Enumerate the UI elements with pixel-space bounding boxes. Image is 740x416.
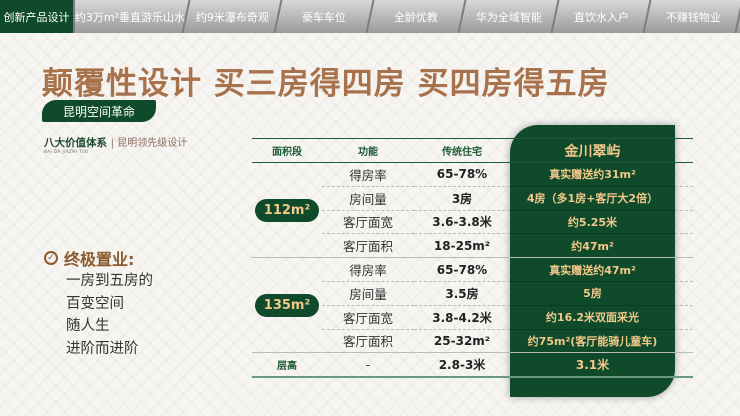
area-badge: 112m² <box>254 198 320 222</box>
traditional-cell: 18-25m² <box>414 233 510 259</box>
value-system: 八大价值体系 | 昆明领先级设计 <box>44 137 188 149</box>
traditional-cell: 25-32m² <box>414 329 510 354</box>
area-badge: 135m² <box>254 293 320 317</box>
headline: 颠覆性设计 买三房得四房 买四房得五房 <box>42 66 610 102</box>
comparison-table: 面积段 功能 传统住宅 金川翠屿 112m² 得房率 65-78% 真实赠送约31m²… <box>252 138 693 378</box>
traditional-cell: 65-78% <box>414 162 510 187</box>
project-cell: 3.1米 <box>510 352 675 378</box>
function-cell: 客厅面积 <box>322 233 414 259</box>
function-cell: 房间量 <box>322 186 414 211</box>
table-row: 客厅面宽 3.8-4.2米 约16.2米双面采光 <box>252 305 693 330</box>
project-cell: 4房（多1房+客厅大2倍） <box>510 186 675 211</box>
table-row: 112m² 得房率 65-78% 真实赠送约31m² <box>252 162 693 259</box>
project-cell: 5房 <box>510 281 675 306</box>
header-project: 金川翠屿 <box>564 143 621 160</box>
value-system-title: 八大价值体系 <box>44 137 107 149</box>
nav-tab-smart-home[interactable]: 华为全域智能 <box>460 0 560 33</box>
function-cell: 得房率 <box>322 162 414 187</box>
traditional-cell: 3.6-3.8米 <box>414 210 510 235</box>
value-system-sub: 昆明领先级设计 <box>117 138 188 149</box>
slogan-line: 一房到五房的 <box>66 273 153 289</box>
table-row: 客厅面积 18-25m² 约47m² <box>252 233 693 259</box>
table-row: 客厅面积 25-32m² 约75m²(客厅能骑儿童车) <box>252 329 693 354</box>
traditional-cell: 3房 <box>414 186 510 211</box>
traditional-cell: 3.5房 <box>414 281 510 306</box>
table-row: 房间量 3房 4房（多1房+客厅大2倍） <box>252 186 693 211</box>
nav-tab-education[interactable]: 全龄优教 <box>367 0 468 33</box>
header-area: 面积段 <box>272 147 302 158</box>
function-cell: 客厅面积 <box>322 329 414 354</box>
function-cell: - <box>322 352 414 378</box>
area-cell: 112m² <box>252 162 322 259</box>
traditional-cell: 2.8-3米 <box>414 352 510 378</box>
function-cell: 客厅面宽 <box>322 210 414 235</box>
project-cell: 真实赠送约47m² <box>510 257 675 282</box>
table-row: 135m² 得房率 65-78% 真实赠送约47m² <box>252 257 693 354</box>
nav-tab-innovative-design[interactable]: 创新产品设计 <box>0 0 75 33</box>
nav-tab-waterfall[interactable]: 约9米瀑布奇观 <box>183 0 283 33</box>
nav-tab-property[interactable]: 不赚钱物业 <box>644 0 740 33</box>
project-cell: 约75m²(客厅能骑儿童车) <box>510 329 675 354</box>
slogan: ✓ 终极置业: 一房到五房的 百变空间 随人生 进阶而进阶 <box>44 246 153 360</box>
function-cell: 得房率 <box>322 257 414 282</box>
check-circle-icon: ✓ <box>44 251 58 265</box>
table-row-floor-height: 层高 -2.8-3米 3.1米 <box>252 352 693 378</box>
function-cell: 客厅面宽 <box>322 305 414 330</box>
slogan-line: 随人生 <box>66 318 110 334</box>
floor-label: 层高 <box>252 352 322 378</box>
nav-tab-landscape[interactable]: 约3万m²垂直游乐山水 <box>71 0 191 33</box>
project-cell: 真实赠送约31m² <box>510 162 675 187</box>
project-cell: 约16.2米双面采光 <box>510 305 675 330</box>
nav-tab-water[interactable]: 直饮水入户 <box>552 0 652 33</box>
project-cell: 约5.25米 <box>510 210 675 235</box>
area-cell: 135m² <box>252 257 322 354</box>
top-nav: 创新产品设计 约3万m²垂直游乐山水 约9米瀑布奇观 豪车车位 全龄优教 华为全… <box>0 0 740 33</box>
function-cell: 房间量 <box>322 281 414 306</box>
traditional-cell: 3.8-4.2米 <box>414 305 510 330</box>
header-function: 功能 <box>358 147 378 158</box>
traditional-cell: 65-78% <box>414 257 510 282</box>
subtitle-pill: 昆明空间革命 <box>42 100 156 122</box>
value-system-en: BAI DA JIAZHI TIXI <box>44 149 89 154</box>
slogan-line: 百变空间 <box>66 295 124 312</box>
nav-tab-parking[interactable]: 豪车车位 <box>275 0 375 33</box>
table-row: 房间量 3.5房 5房 <box>252 281 693 306</box>
slogan-line: 进阶而进阶 <box>66 340 139 357</box>
header-traditional: 传统住宅 <box>442 147 482 158</box>
slogan-title: 终极置业: <box>64 250 135 269</box>
project-cell: 约47m² <box>510 233 675 259</box>
table-row: 客厅面宽 3.6-3.8米 约5.25米 <box>252 210 693 235</box>
